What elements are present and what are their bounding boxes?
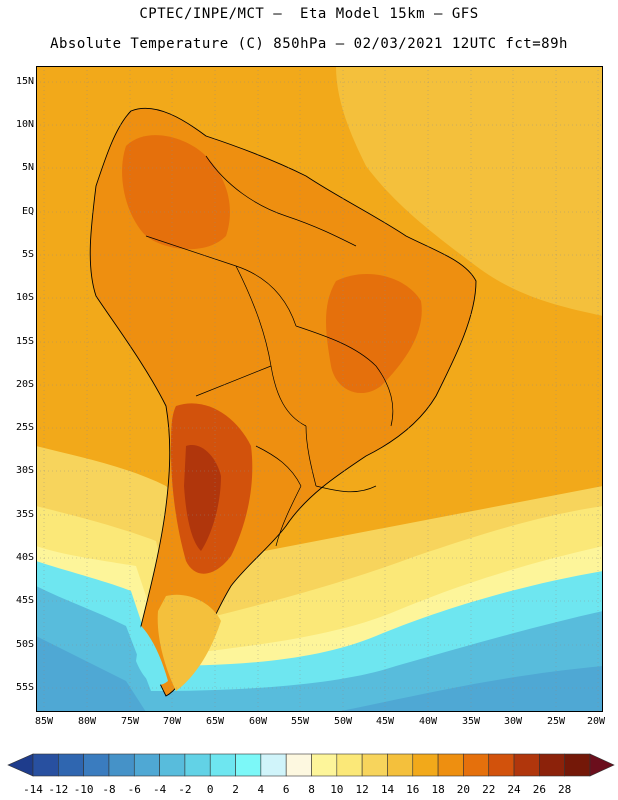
country-borders (145, 155, 394, 547)
colorbar (7, 753, 615, 777)
colorbar-label: 12 (355, 783, 369, 796)
temperature-map (36, 66, 603, 712)
lon-label: 80W (77, 716, 97, 727)
lon-label: 55W (290, 716, 310, 727)
cold-region-patagonia-tip (136, 626, 168, 685)
lon-label: 20W (586, 716, 606, 727)
hot-region-north (122, 135, 230, 250)
lat-label: 5S (21, 249, 34, 260)
lat-label: 15S (15, 336, 34, 347)
lat-label: 10N (15, 119, 34, 130)
chart-subtitle: Absolute Temperature (C) 850hPa — 02/03/… (50, 36, 568, 52)
mild-region-patagonia (157, 594, 221, 691)
colorbar-cell (387, 753, 414, 777)
colorbar-cell (32, 753, 59, 777)
lon-label: 40W (418, 716, 438, 727)
colorbar-cell (311, 753, 338, 777)
colorbar-label: 4 (257, 783, 265, 796)
hot-region-brazil (326, 273, 422, 394)
lat-label: 40S (15, 552, 34, 563)
colorbar-cell (463, 753, 490, 777)
lon-label: 60W (248, 716, 268, 727)
colorbar-label: 18 (431, 783, 445, 796)
colorbar-cell (235, 753, 262, 777)
colorbar-label: 0 (206, 783, 214, 796)
ocean-cold-band-5 (336, 666, 603, 712)
ocean-mild-northeast (336, 66, 603, 316)
colorbar-label: -4 (152, 783, 167, 796)
colorbar-label: 16 (406, 783, 420, 796)
lon-label: 35W (461, 716, 481, 727)
lat-label: 45S (15, 595, 34, 606)
colorbar-arrow-high (589, 753, 615, 777)
lat-lon-grid (36, 66, 603, 712)
lat-label: 30S (15, 465, 34, 476)
lat-label: 55S (15, 682, 34, 693)
colorbar-cell (108, 753, 135, 777)
colorbar-cell (412, 753, 439, 777)
colorbar-label: -14 (23, 783, 43, 796)
colorbar-label: 24 (507, 783, 521, 796)
colorbar-cell (564, 753, 591, 777)
lat-label: 25S (15, 422, 34, 433)
colorbar-label: 6 (282, 783, 290, 796)
lon-label: 50W (333, 716, 353, 727)
chart-title: CPTEC/INPE/MCT — Eta Model 15km — GFS (139, 6, 479, 22)
colorbar-cell (184, 753, 211, 777)
lat-label: 20S (15, 379, 34, 390)
lat-label: 15N (15, 76, 34, 87)
colorbar-label: 10 (330, 783, 344, 796)
colorbar-label: -10 (73, 783, 94, 796)
lon-label: 75W (120, 716, 140, 727)
colorbar-label: 22 (482, 783, 496, 796)
lon-label: 45W (375, 716, 395, 727)
lat-label: 35S (15, 509, 34, 520)
colorbar-label: -2 (178, 783, 192, 796)
lon-label: 25W (546, 716, 566, 727)
colorbar-cell (285, 753, 312, 777)
lat-label: 5N (21, 162, 34, 173)
hot-region-chaco (184, 445, 221, 551)
ocean-cold-band-3 (36, 586, 603, 712)
lat-label: 10S (15, 292, 34, 303)
colorbar-cell (260, 753, 287, 777)
colorbar-label: 2 (232, 783, 239, 796)
ocean-cold-band-4 (36, 636, 146, 712)
colorbar-cell (361, 753, 388, 777)
colorbar-label: 28 (558, 783, 572, 796)
colorbar-label: -12 (48, 783, 69, 796)
colorbar-cell (133, 753, 160, 777)
colorbar-cell (437, 753, 464, 777)
lon-label: 30W (503, 716, 523, 727)
colorbar-cell (539, 753, 565, 777)
lat-label: 50S (15, 639, 34, 650)
colorbar-cell (488, 753, 515, 777)
colorbar-label: -8 (102, 783, 116, 796)
colorbar-arrow-low (7, 753, 34, 777)
colorbar-label: 8 (308, 783, 315, 796)
lon-label: 85W (34, 716, 54, 727)
colorbar-label: 14 (380, 783, 395, 796)
colorbar-cell (209, 753, 236, 777)
colorbar-label: 20 (456, 783, 471, 796)
lon-label: 65W (205, 716, 225, 727)
colorbar-cell (336, 753, 363, 777)
colorbar-cell (58, 753, 84, 777)
lat-label: EQ (21, 206, 34, 217)
colorbar-label: 26 (532, 783, 546, 796)
colorbar-label: -6 (127, 783, 141, 796)
colorbar-cell (159, 753, 186, 777)
colorbar-cell (513, 753, 540, 777)
colorbar-cell (83, 753, 110, 777)
lon-label: 70W (162, 716, 182, 727)
